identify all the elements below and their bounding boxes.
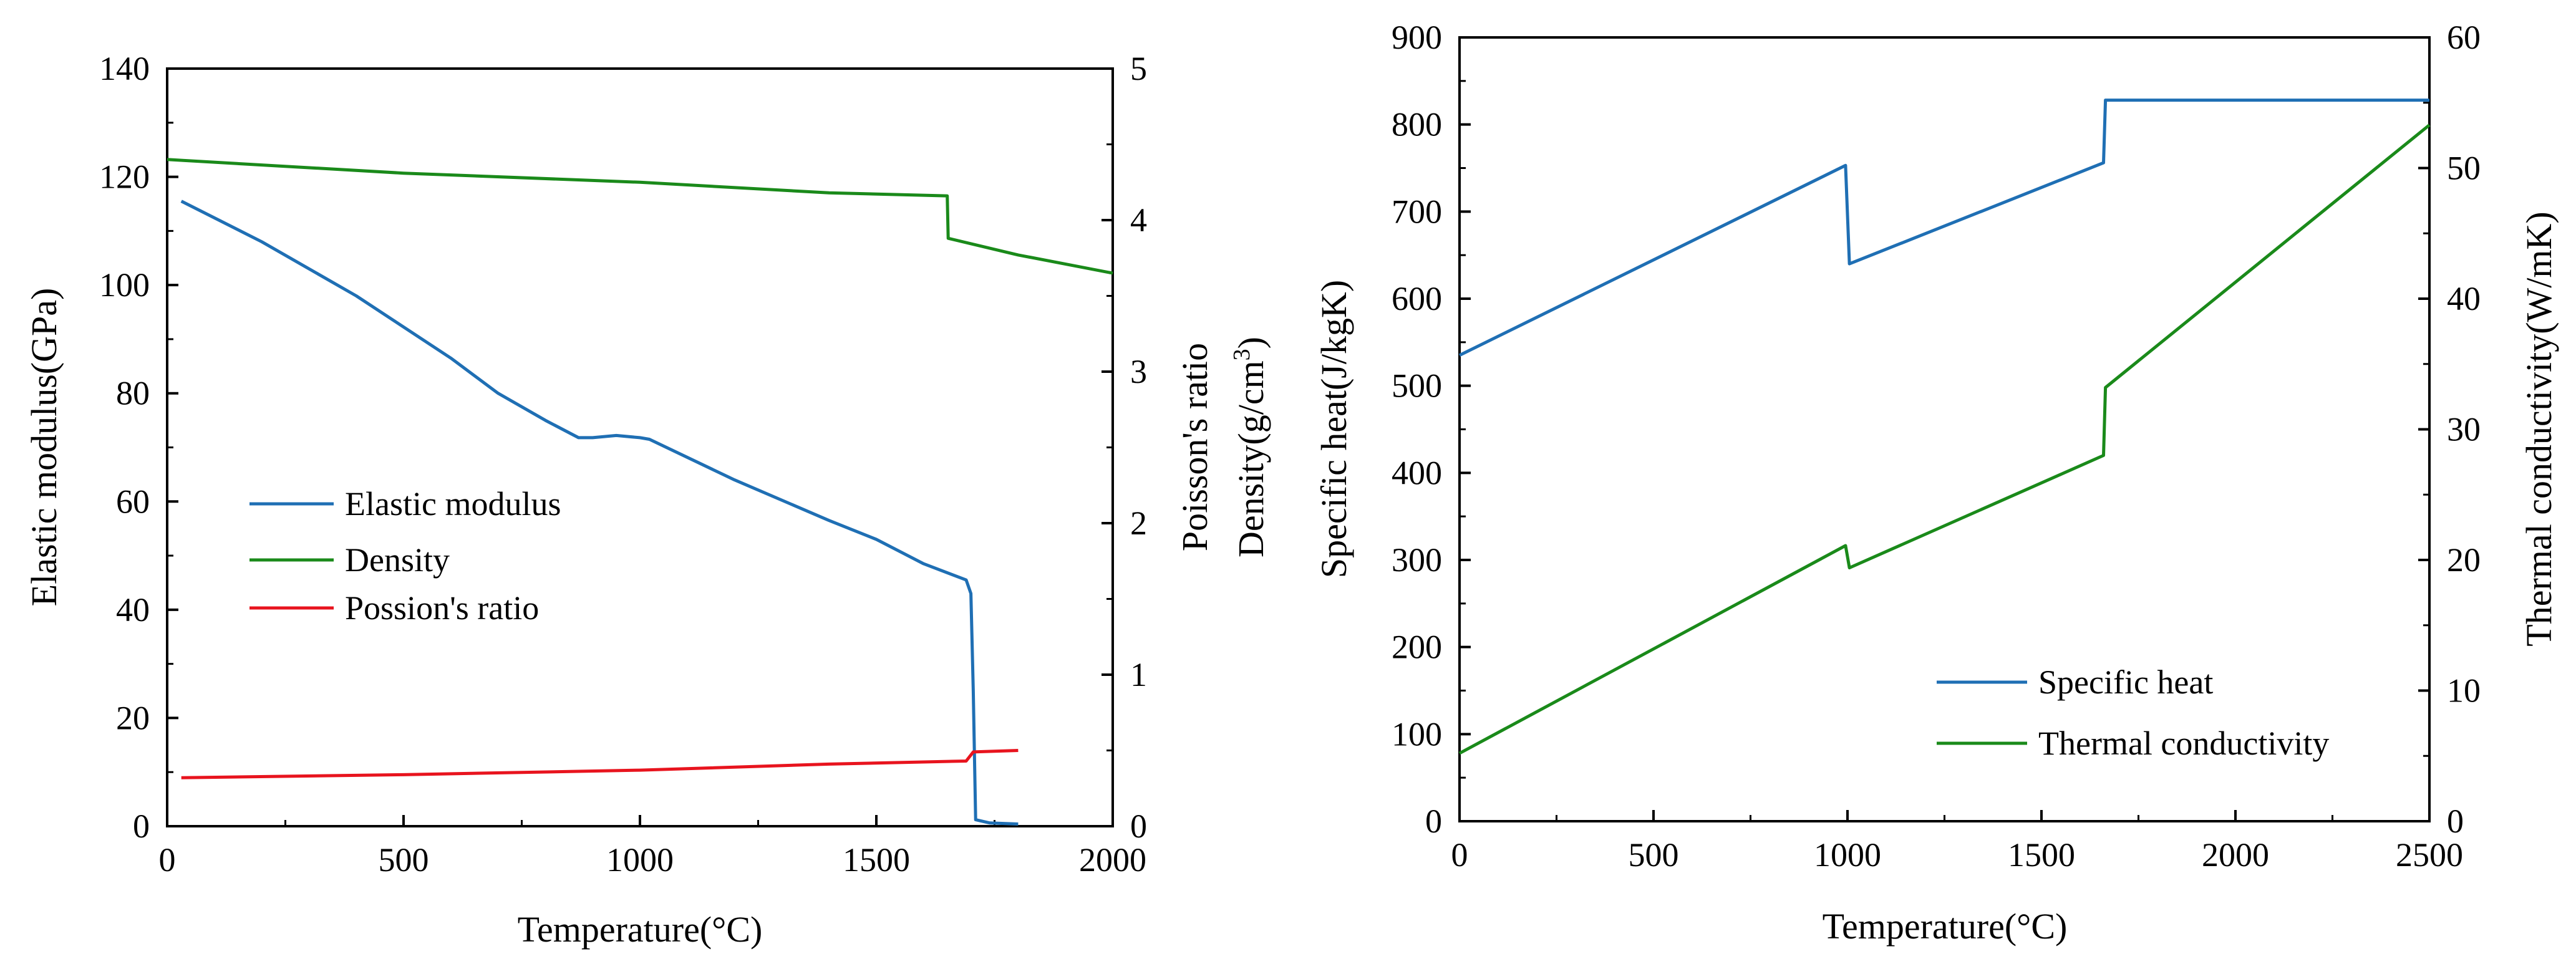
chart2-y-right-tick-label: 30 — [2447, 411, 2481, 448]
chart2-x-tick-label: 2500 — [2396, 836, 2463, 874]
chart1-x-tick-label: 0 — [159, 841, 176, 879]
chart1-y-right-tick-label: 2 — [1130, 504, 1147, 542]
legend-label-thermal-conductivity: Thermal conductivity — [2038, 725, 2329, 762]
chart2-y-left-tick-label: 100 — [1392, 715, 1442, 753]
series-line-elastic-modulus — [180, 200, 1019, 826]
chart2-y-left-tick-label: 500 — [1392, 367, 1442, 405]
chart-right-y-right-axis-title: Thermal conductivity(W/mK) — [2519, 211, 2559, 646]
chart1-y-left-tick-label: 20 — [116, 699, 150, 736]
chart-right-frame — [1458, 36, 2431, 822]
chart-right-legend: Specific heat Thermal conductivity — [1937, 663, 2329, 762]
density-label-suffix: ) — [1231, 337, 1271, 349]
density-label-superscript: 3 — [1229, 349, 1255, 360]
legend-label-density: Density — [345, 541, 450, 579]
chart-right-series — [1458, 99, 2431, 755]
chart-left-y-right-axis-title-1: Poisson's ratio — [1174, 343, 1215, 551]
chart2-y-left-tick-label: 200 — [1392, 629, 1442, 666]
chart-left-y-left-axis-title: Elastic modulus(GPa) — [24, 288, 64, 607]
series-line-thermal-conductivity — [1458, 123, 2431, 755]
chart1-y-left-tick-label: 0 — [133, 808, 150, 845]
chart2-y-right-tick-label: 40 — [2447, 280, 2481, 317]
chart-right-x-axis-title: Temperature(°C) — [1823, 906, 2068, 947]
chart1-y-left-tick-label: 40 — [116, 591, 150, 629]
chart2-y-right-tick-label: 20 — [2447, 541, 2481, 579]
chart1-x-tick-label: 500 — [379, 841, 429, 879]
chart-left: 0 500 1000 1500 2000 0 20 40 60 80 100 120 140 0 1 2 3… — [24, 50, 1271, 950]
series-line-density — [167, 158, 1113, 275]
chart2-x-tick-label: 1500 — [2008, 836, 2075, 874]
chart-left-x-ticks: 0 500 1000 1500 2000 — [159, 815, 1146, 879]
chart-right-y-left-ticks: 0 100 200 300 400 500 600 700 800 900 — [1392, 19, 1471, 840]
chart1-x-tick-label: 1000 — [606, 841, 674, 879]
chart1-y-left-tick-label: 140 — [99, 50, 150, 87]
chart2-y-left-tick-label: 400 — [1392, 454, 1442, 491]
chart1-y-left-tick-label: 100 — [99, 266, 150, 304]
chart2-y-left-tick-label: 700 — [1392, 193, 1442, 230]
chart2-y-left-tick-label: 900 — [1392, 19, 1442, 56]
chart2-y-right-tick-label: 50 — [2447, 150, 2481, 187]
legend-label-specific-heat: Specific heat — [2038, 663, 2213, 701]
chart-left-y-right-axis-title-2: Density(g/cm3) — [1229, 337, 1271, 557]
series-line-possion-s-ratio — [181, 749, 1019, 779]
chart1-y-left-tick-label: 60 — [116, 483, 150, 520]
chart1-y-right-tick-label: 4 — [1130, 201, 1147, 239]
chart2-x-tick-label: 2000 — [2202, 836, 2269, 874]
chart2-y-left-tick-label: 600 — [1392, 280, 1442, 317]
chart2-y-left-tick-label: 800 — [1392, 106, 1442, 143]
chart2-y-right-tick-label: 60 — [2447, 19, 2481, 56]
chart2-y-right-tick-label: 10 — [2447, 672, 2481, 710]
chart1-x-tick-label: 2000 — [1079, 841, 1146, 879]
chart2-x-tick-label: 500 — [1629, 836, 1679, 874]
chart-right-y-left-axis-title: Specific heat(J/kgK) — [1314, 280, 1354, 578]
density-label-prefix: Density(g/cm — [1231, 360, 1271, 557]
chart1-x-tick-label: 1500 — [843, 841, 910, 879]
legend-label-possions-ratio: Possion's ratio — [345, 589, 539, 627]
chart2-y-left-tick-label: 0 — [1425, 803, 1442, 840]
chart-left-x-axis-title: Temperature(°C) — [518, 909, 763, 950]
chart-left-y-right-ticks: 0 1 2 3 4 5 — [1102, 50, 1147, 845]
chart1-y-left-tick-label: 120 — [99, 158, 150, 196]
chart2-x-tick-label: 0 — [1451, 836, 1468, 874]
chart1-y-right-tick-label: 0 — [1130, 808, 1147, 845]
chart2-y-right-tick-label: 0 — [2447, 803, 2464, 840]
chart-left-series — [167, 158, 1113, 826]
legend-label-elastic-modulus: Elastic modulus — [345, 485, 561, 523]
chart1-y-right-tick-label: 1 — [1130, 656, 1147, 693]
chart-right-x-ticks: 0 500 1000 1500 2000 2500 — [1451, 810, 2463, 874]
chart2-y-left-tick-label: 300 — [1392, 541, 1442, 579]
chart1-y-left-tick-label: 80 — [116, 375, 150, 412]
series-line-specific-heat — [1458, 99, 2429, 357]
chart-left-y-left-ticks: 0 20 40 60 80 100 120 140 — [99, 50, 178, 845]
chart-right-y-right-ticks: 0 10 20 30 40 50 60 — [2418, 19, 2481, 840]
chart-right: 0 500 1000 1500 2000 2500 0100200300400500600… — [1314, 19, 2559, 947]
chart1-y-right-tick-label: 3 — [1130, 353, 1147, 390]
chart1-y-right-tick-label: 5 — [1130, 50, 1147, 87]
chart-left-legend: Elastic modulus Density Possion's ratio — [249, 485, 561, 627]
chart2-x-tick-label: 1000 — [1814, 836, 1881, 874]
